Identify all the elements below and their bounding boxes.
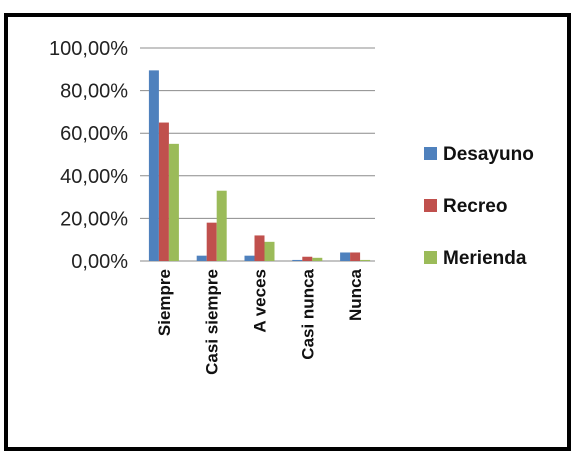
y-tick-label: 40,00% [60, 166, 128, 188]
legend: Desayuno Recreo Merienda [424, 144, 534, 269]
bars [148, 70, 371, 262]
bar-recreo-4 [350, 252, 361, 261]
bar-desayuno-2 [244, 255, 255, 261]
bar-desayuno-3 [292, 259, 303, 261]
bar-merienda-3 [312, 257, 323, 261]
legend-swatch-recreo [424, 199, 437, 212]
bar-recreo-1 [206, 222, 217, 261]
x-axis-categories: Siempre Casi siempre A veces Casi nunca Nunc… [155, 268, 365, 374]
y-axis-ticks: 0,00% 20,00% 40,00% 60,00% 80,00% 100,00% [49, 38, 128, 273]
bar-merienda-4 [360, 259, 371, 261]
legend-swatch-desayuno [424, 147, 437, 160]
y-tick-label: 60,00% [60, 123, 128, 145]
y-tick-label: 80,00% [60, 81, 128, 103]
y-tick-label: 0,00% [71, 251, 128, 273]
chart-frame [4, 13, 571, 451]
bar-recreo-0 [158, 122, 169, 261]
legend-label: Merienda [443, 248, 527, 269]
legend-label: Recreo [443, 196, 507, 217]
category-label: Nunca [346, 268, 365, 321]
category-label: Siempre [155, 269, 174, 336]
bar-recreo-2 [254, 235, 265, 261]
bar-recreo-3 [302, 256, 313, 261]
category-label: Casi siempre [203, 269, 222, 375]
category-label: A veces [251, 269, 270, 333]
gridlines [140, 47, 375, 262]
legend-swatch-merienda [424, 251, 437, 264]
bar-desayuno-4 [340, 252, 351, 261]
bar-merienda-1 [216, 190, 227, 261]
bar-desayuno-1 [196, 255, 207, 261]
legend-label: Desayuno [443, 144, 534, 165]
y-tick-label: 20,00% [60, 208, 128, 230]
category-label: Casi nunca [298, 268, 317, 359]
bar-desayuno-0 [148, 70, 159, 262]
bar-merienda-0 [168, 143, 179, 261]
bar-merienda-2 [264, 241, 275, 261]
y-tick-label: 100,00% [49, 38, 128, 60]
